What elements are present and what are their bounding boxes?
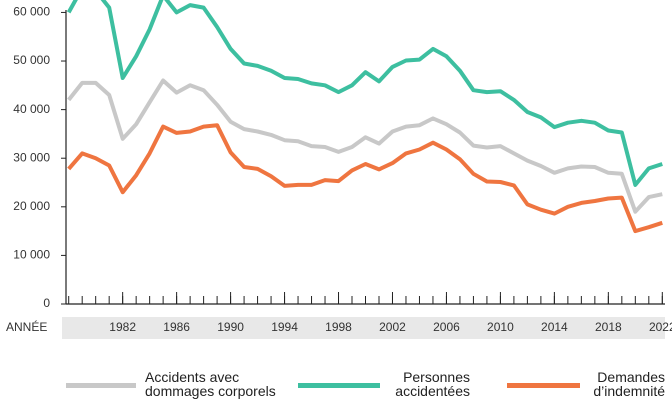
y-tick-label: 40 000	[13, 102, 50, 116]
legend-label: Personnes accidentées	[395, 369, 470, 399]
series-line	[67, 123, 663, 234]
y-tick-label: 60 000	[13, 5, 50, 19]
x-tick-label: 1982	[109, 320, 136, 334]
x-axis-label: ANNÉE	[6, 319, 47, 334]
legend-swatch	[298, 383, 380, 388]
x-tick-label: 1986	[163, 320, 190, 334]
legend-swatch	[507, 383, 580, 388]
x-tick-label: 2018	[595, 320, 622, 334]
x-tick-label: 2006	[433, 320, 460, 334]
x-tick-label: 2014	[541, 320, 568, 334]
x-tick-label: 2010	[487, 320, 514, 334]
legend-label: Accidents avec dommages corporels	[145, 369, 276, 399]
y-tick-label: 50 000	[13, 53, 50, 67]
x-tick-label: 1990	[217, 320, 244, 334]
series-line	[66, 0, 663, 187]
legend-label: Demandes d’indemnité	[593, 369, 665, 399]
series-line	[67, 78, 663, 214]
x-tick-label: 1994	[271, 320, 298, 334]
x-axis-band	[62, 317, 665, 339]
y-tick-label: 10 000	[13, 248, 50, 262]
legend-swatch	[66, 383, 136, 388]
y-tick-label: 20 000	[13, 199, 50, 213]
x-tick-label: 2002	[379, 320, 406, 334]
y-tick-label: 30 000	[13, 150, 50, 164]
x-tick-label: 1998	[325, 320, 352, 334]
x-tick-label: 2022	[649, 320, 672, 334]
y-tick-label: 0	[43, 296, 50, 310]
